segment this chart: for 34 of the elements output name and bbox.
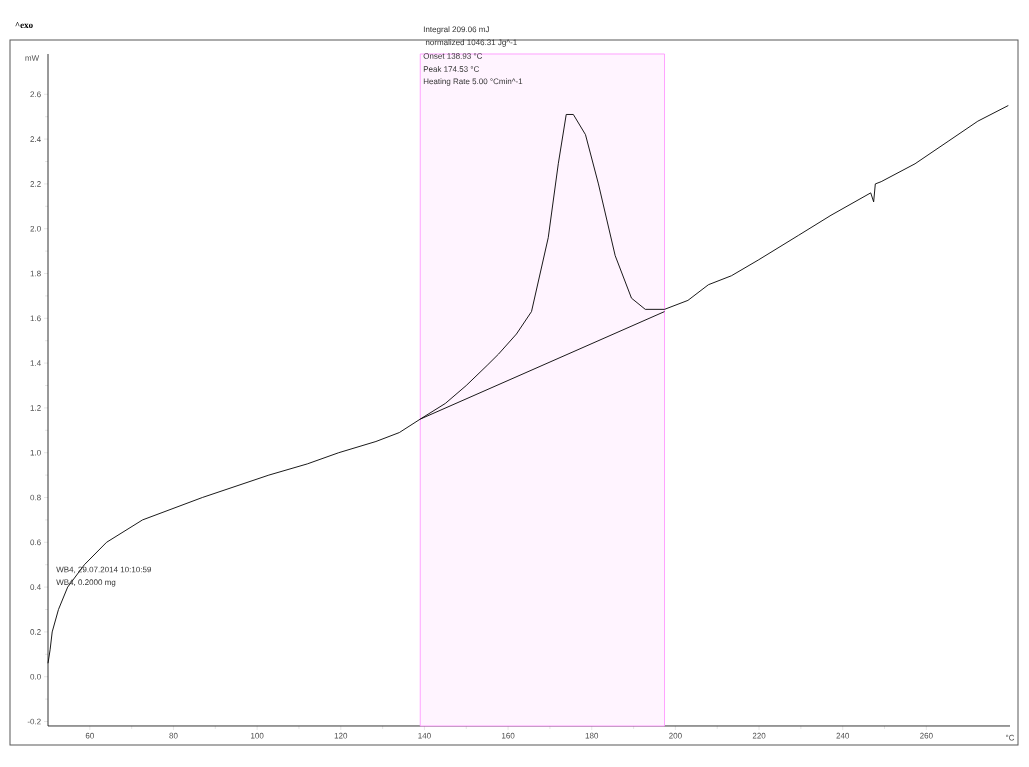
y-tick-label: 2.2	[30, 181, 41, 187]
y-tick-label: 1.2	[30, 405, 41, 411]
annotation: Peak 174.53 °C	[423, 66, 480, 72]
y-tick-label: 2.6	[30, 91, 41, 98]
x-tick-label: 160	[502, 732, 515, 739]
y-tick-label: 2.4	[30, 136, 41, 142]
y-tick-label: 0.8	[30, 494, 41, 501]
x-tick-label: 220	[752, 732, 766, 739]
x-tick-label: 260	[920, 732, 933, 739]
annotation: Onset 138.93 °C	[423, 53, 483, 59]
text: Integral 209.06 mJ	[423, 26, 489, 34]
x-tick-label: 60	[85, 732, 94, 739]
x-tick-label: 200	[669, 732, 682, 739]
y-axis-title: mW	[25, 55, 40, 61]
x-tick-label: 140	[418, 732, 431, 739]
y-tick-label: 1.0	[30, 449, 41, 456]
y-tick-label: 0.0	[30, 673, 41, 680]
x-tick-label: 100	[251, 732, 264, 739]
annotation: Heating Rate 5.00 °Cmin^-1	[423, 78, 523, 86]
x-tick-label: 120	[334, 732, 348, 739]
x-tick-label: 80	[169, 732, 178, 739]
y-tick-label: 1.4	[30, 360, 41, 366]
y-tick-label: 2.0	[30, 225, 41, 232]
x-tick-label: 240	[836, 732, 850, 739]
y-tick-label: 1.6	[30, 315, 41, 322]
y-tick-label: 1.8	[30, 270, 41, 277]
y-tick-label: 0.6	[30, 539, 41, 546]
y-tick-label: 0.4	[30, 584, 41, 590]
text: normalized 1046.31 Jg^-1	[425, 39, 517, 47]
x-tick-label: 180	[585, 732, 599, 739]
y-tick-label: 0.2	[30, 629, 41, 635]
text: ^exo	[15, 21, 33, 28]
x-axis-title: °C	[1005, 734, 1015, 741]
y-tick-label: -0.2	[27, 718, 41, 725]
